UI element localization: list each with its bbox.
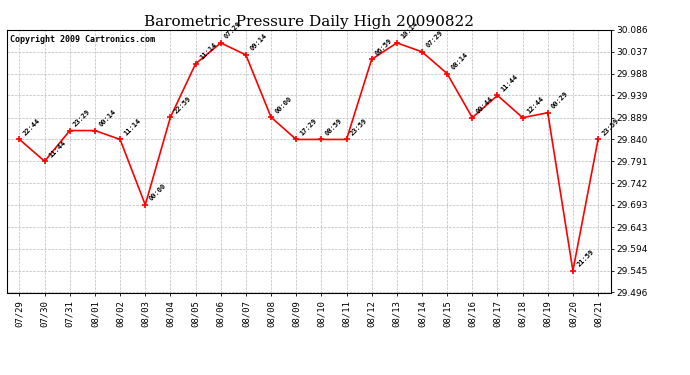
Text: 21:59: 21:59	[575, 249, 595, 268]
Text: 11:14: 11:14	[123, 117, 142, 136]
Text: 00:14: 00:14	[98, 108, 117, 128]
Text: 07:29: 07:29	[425, 30, 444, 49]
Text: 00:44: 00:44	[475, 96, 494, 115]
Text: 00:29: 00:29	[551, 91, 570, 110]
Text: 08:59: 08:59	[324, 117, 344, 136]
Text: 22:44: 22:44	[22, 117, 41, 136]
Text: 11:44: 11:44	[48, 139, 67, 159]
Text: 09:14: 09:14	[248, 33, 268, 52]
Text: 00:00: 00:00	[148, 183, 167, 202]
Text: 11:44: 11:44	[500, 74, 520, 93]
Text: 08:14: 08:14	[450, 51, 469, 71]
Text: 00:00: 00:00	[274, 95, 293, 114]
Text: 17:29: 17:29	[299, 117, 318, 136]
Text: 11:14: 11:14	[198, 42, 217, 61]
Title: Barometric Pressure Daily High 20090822: Barometric Pressure Daily High 20090822	[144, 15, 474, 29]
Text: 23:59: 23:59	[601, 117, 620, 136]
Text: 22:59: 22:59	[173, 95, 193, 114]
Text: Copyright 2009 Cartronics.com: Copyright 2009 Cartronics.com	[10, 35, 155, 44]
Text: 06:59: 06:59	[375, 38, 394, 57]
Text: 10:14: 10:14	[400, 21, 419, 40]
Text: 23:29: 23:29	[72, 108, 92, 128]
Text: 12:44: 12:44	[525, 96, 544, 115]
Text: 23:59: 23:59	[349, 117, 368, 136]
Text: 07:29: 07:29	[224, 21, 243, 40]
